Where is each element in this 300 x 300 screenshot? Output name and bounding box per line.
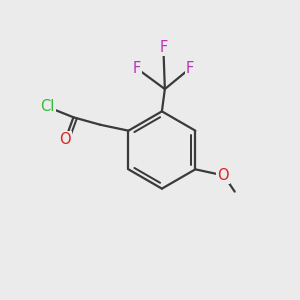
Text: O: O	[59, 132, 71, 147]
Text: F: F	[133, 61, 141, 76]
Text: Cl: Cl	[40, 99, 55, 114]
Text: F: F	[186, 61, 194, 76]
Text: O: O	[217, 168, 229, 183]
Text: F: F	[159, 40, 167, 55]
